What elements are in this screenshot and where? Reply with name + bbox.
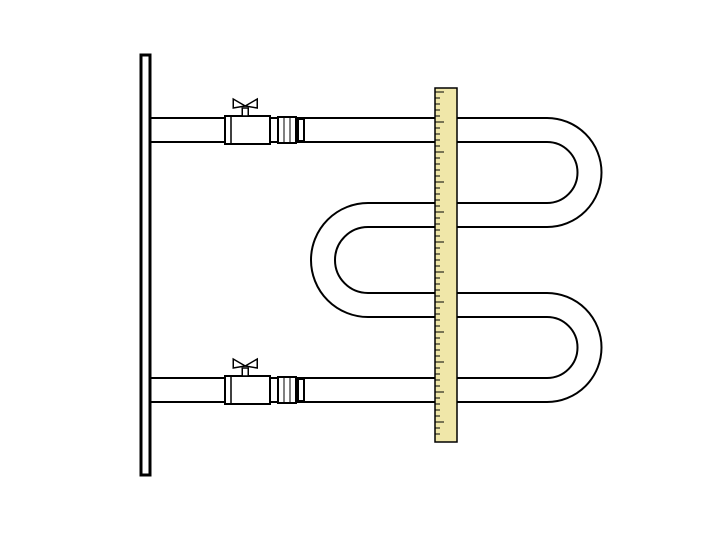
valve-stem bbox=[242, 108, 248, 116]
diagram-canvas bbox=[0, 0, 720, 540]
pipe-inner-fill bbox=[150, 130, 590, 390]
pipe-run bbox=[150, 130, 590, 390]
valve-top bbox=[225, 99, 304, 144]
valve-handle-right bbox=[245, 99, 257, 108]
valve-handle-right bbox=[245, 359, 257, 368]
valve-bottom bbox=[225, 359, 304, 404]
ruler-body bbox=[435, 88, 457, 442]
valve-coupling-small bbox=[298, 379, 304, 401]
valve-handle-left bbox=[233, 359, 245, 368]
valve-stem bbox=[242, 368, 248, 376]
valve-coupling-small bbox=[298, 119, 304, 141]
ruler bbox=[435, 88, 457, 442]
valve-handle-left bbox=[233, 99, 245, 108]
wall-riser bbox=[141, 55, 150, 475]
pipe-outer-stroke bbox=[150, 130, 590, 390]
wall-rect bbox=[141, 55, 150, 475]
valve-coupling bbox=[278, 117, 296, 143]
valve-coupling bbox=[278, 377, 296, 403]
